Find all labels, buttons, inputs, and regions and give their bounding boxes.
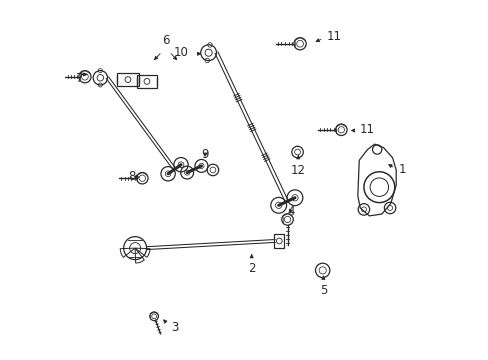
Text: 2: 2: [247, 262, 255, 275]
Text: 5: 5: [319, 284, 326, 297]
Text: 8: 8: [128, 170, 135, 183]
Text: 11: 11: [326, 30, 341, 43]
Text: 12: 12: [290, 164, 305, 177]
Text: 3: 3: [171, 321, 178, 334]
Text: 10: 10: [174, 46, 188, 59]
Text: 7: 7: [76, 72, 83, 85]
Text: 6: 6: [162, 34, 169, 47]
Text: 4: 4: [287, 205, 294, 218]
Text: 1: 1: [398, 163, 406, 176]
Text: 11: 11: [359, 123, 373, 136]
Text: 9: 9: [201, 148, 208, 161]
